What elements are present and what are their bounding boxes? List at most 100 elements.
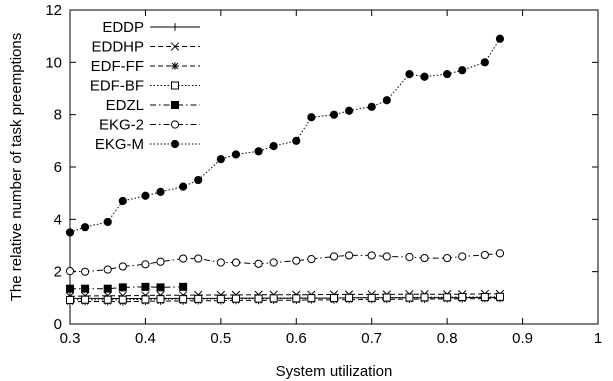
legend-label: EDDP (102, 19, 144, 36)
data-point-edf-bf (458, 293, 467, 302)
legend-label: EDF-FF (91, 58, 144, 75)
x-tick-label: 0.4 (135, 330, 156, 347)
series-edf-bf (66, 292, 504, 304)
series-ekg-2 (65, 249, 505, 276)
data-point-edf-bf (231, 294, 240, 303)
x-tick-label: 0.5 (210, 330, 231, 347)
legend-marker (171, 62, 179, 70)
legend-marker (170, 42, 180, 51)
data-point-ekg-2 (231, 258, 241, 267)
data-point-ekg-m (103, 217, 112, 227)
legend-label: EKG-2 (99, 117, 144, 134)
data-point-edf-bf (179, 295, 188, 304)
data-point-ekg-2 (495, 249, 505, 258)
data-point-ekg-m (495, 34, 505, 43)
data-point-ekg-m (179, 182, 188, 191)
data-point-ekg-2 (367, 251, 376, 260)
legend-marker (170, 120, 180, 129)
x-tick-label: 1 (594, 330, 602, 347)
data-point-edzl (103, 284, 112, 293)
series-edf-ff (66, 294, 504, 306)
data-point-ekg-m (141, 191, 150, 200)
data-point-ekg-m (307, 113, 316, 122)
data-point-edf-bf (345, 293, 354, 302)
data-point-ekg-2 (80, 267, 90, 276)
legend-entry-ekg-m: EKG-M (95, 136, 200, 153)
data-point-edf-bf (156, 295, 165, 304)
y-axis-label: The relative number of task preemptions (8, 33, 25, 301)
legend-marker (171, 101, 179, 109)
data-point-edzl (179, 282, 188, 291)
data-point-ekg-m (118, 196, 127, 206)
data-point-ekg-2 (329, 252, 339, 261)
data-point-edf-bf (118, 295, 127, 304)
data-point-ekg-m (194, 175, 203, 185)
y-tick-label: 0 (54, 316, 62, 333)
data-point-ekg-m (458, 66, 467, 75)
data-point-edf-bf (480, 293, 489, 302)
plot-border (69, 9, 599, 325)
x-tick-label: 0.7 (361, 330, 382, 347)
data-point-ekg-m (231, 150, 241, 159)
data-point-edf-bf (141, 295, 150, 304)
data-point-ekg-m (65, 228, 75, 237)
legend-marker (170, 139, 180, 149)
data-point-ekg-2 (194, 254, 203, 263)
data-point-edf-bf (443, 293, 452, 302)
data-point-ekg-m (80, 223, 90, 232)
series-group (65, 34, 505, 306)
data-point-ekg-2 (156, 257, 165, 266)
data-point-ekg-m (420, 72, 429, 81)
legend-label: EKG-M (95, 136, 144, 153)
series-ekg-m (65, 34, 505, 237)
data-point-ekg-m (216, 155, 225, 164)
data-point-edf-bf (420, 293, 429, 302)
data-point-ekg-2 (179, 254, 188, 263)
data-point-ekg-m (156, 187, 165, 196)
series-edzl (66, 282, 188, 293)
data-point-edf-bf (66, 295, 74, 304)
data-point-edf-bf (292, 294, 301, 303)
x-axis-label: System utilization (276, 363, 393, 380)
plot-frame (69, 9, 599, 325)
data-point-ekg-2 (443, 253, 452, 263)
data-point-ekg-m (382, 96, 391, 105)
data-point-ekg-2 (65, 267, 75, 276)
data-point-ekg-m (329, 110, 339, 119)
legend-entry-eddhp: EDDHP (91, 39, 200, 56)
data-point-ekg-2 (103, 265, 112, 274)
data-point-ekg-2 (307, 255, 316, 264)
series-line-ekg-2 (69, 252, 500, 273)
data-point-edf-bf (382, 293, 391, 302)
data-point-edf-bf (103, 295, 112, 304)
data-point-ekg-2 (292, 256, 301, 265)
legend-label: EDDHP (91, 39, 144, 56)
data-point-ekg-2 (480, 250, 489, 260)
data-point-ekg-2 (118, 262, 127, 271)
data-point-edzl (66, 284, 74, 293)
y-tick-label: 6 (54, 159, 62, 176)
data-point-ekg-2 (458, 252, 467, 261)
x-tick-label: 0.9 (512, 330, 533, 347)
legend-entry-edzl: EDZL (106, 97, 200, 114)
y-tick-label: 2 (54, 264, 62, 281)
y-tick-label: 8 (54, 107, 62, 124)
data-point-ekg-2 (420, 253, 429, 263)
data-point-edzl (81, 284, 90, 293)
x-tick-label: 0.8 (437, 330, 458, 347)
data-point-ekg-2 (141, 260, 150, 269)
data-point-ekg-m (367, 102, 376, 111)
legend-entry-ekg-2: EKG-2 (99, 117, 200, 134)
legend-marker (171, 81, 179, 90)
data-point-ekg-m (344, 106, 354, 115)
data-point-edzl (118, 283, 127, 292)
data-point-ekg-2 (269, 258, 278, 267)
data-point-ekg-2 (216, 258, 225, 267)
data-point-ekg-2 (254, 259, 263, 268)
data-point-ekg-m (443, 70, 452, 79)
y-tick-label: 12 (45, 2, 62, 19)
data-point-edf-bf (269, 294, 278, 303)
data-point-edzl (156, 283, 165, 292)
legend-label: EDZL (106, 97, 144, 114)
